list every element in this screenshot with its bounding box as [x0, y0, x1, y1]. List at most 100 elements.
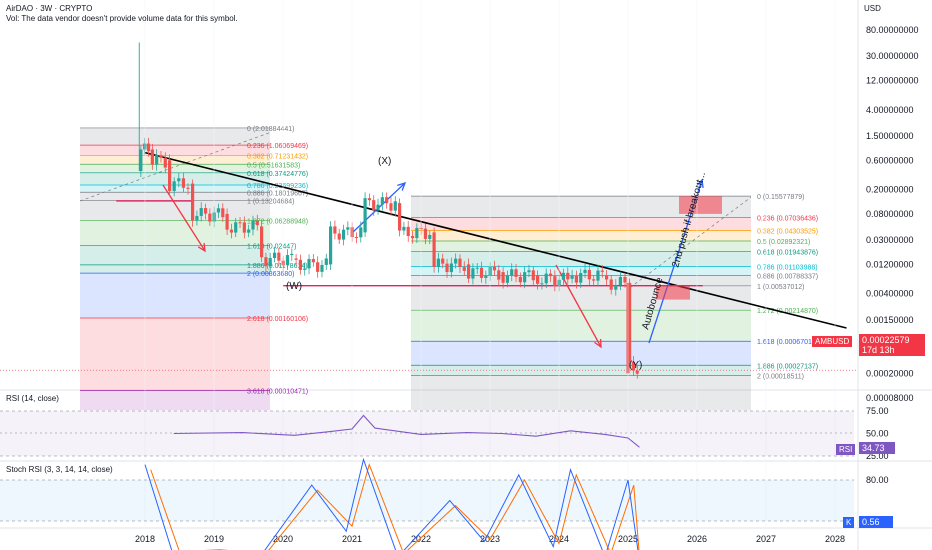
candle-body — [605, 275, 609, 280]
time-axis-label: 2028 — [825, 534, 845, 544]
fib-level-label: 1.886 (0.00027137) — [757, 363, 818, 370]
candle-body — [337, 233, 341, 240]
candle-body — [242, 222, 246, 233]
candle-body — [294, 258, 298, 260]
fib-level-label: 1 (0.13204684) — [247, 199, 294, 206]
stoch-badge-label: K — [843, 517, 855, 528]
fib-level-label: 0.236 (1.06069469) — [247, 143, 308, 150]
candle-body — [333, 226, 337, 234]
candle-body — [544, 273, 548, 284]
fib-zone — [80, 264, 270, 274]
fib-level-label: 1 (0.00537012) — [757, 284, 804, 291]
candle-body — [458, 258, 462, 268]
fib-level-label: 0.886 (0.18019667) — [247, 190, 308, 197]
arrow-down-2024-head — [594, 338, 602, 349]
fib-zone — [411, 365, 751, 376]
candle-body — [285, 255, 290, 266]
fib-level-label: 0.786 (0.01103988) — [757, 265, 818, 272]
price-axis-label: 0.08000000 — [866, 209, 914, 219]
candle-body — [628, 282, 632, 362]
candle-body — [514, 269, 518, 277]
last-price-badge[interactable]: 0.00022579 17d 13h — [859, 334, 925, 356]
fib-zone — [411, 217, 751, 231]
candle-body — [618, 277, 622, 285]
candle-body — [505, 275, 510, 283]
candle-body — [553, 276, 557, 287]
time-axis-label: 2019 — [204, 534, 224, 544]
fib-zone — [80, 164, 270, 173]
candle-body — [445, 263, 449, 273]
fib-level-label: 2.618 (0.00160106) — [247, 316, 308, 323]
candle-body — [441, 258, 445, 264]
candle-body — [467, 264, 471, 279]
candle-body — [531, 270, 535, 281]
candle-body — [311, 259, 315, 263]
candle-body — [221, 208, 225, 218]
candle-body — [324, 258, 328, 265]
candle-body — [186, 187, 190, 189]
candle-body — [346, 227, 350, 230]
candle-body — [229, 229, 234, 233]
fib-zone — [411, 230, 751, 241]
candle-body — [238, 222, 242, 224]
candle-body — [393, 201, 397, 211]
candle-body — [570, 275, 574, 279]
candle-body — [523, 272, 527, 283]
candle-body — [527, 270, 531, 273]
currency-label[interactable]: USD — [864, 4, 881, 13]
candle-body — [583, 269, 587, 273]
price-axis-label: 1.50000000 — [866, 131, 914, 141]
candle-body — [155, 155, 159, 165]
candle-body — [367, 198, 372, 201]
candle-body — [181, 178, 185, 188]
stoch-k-line — [144, 457, 639, 550]
fib-level-label: 1.618 (0.02447) — [247, 243, 296, 250]
candle-body — [385, 197, 389, 204]
arrow-up-projection-head — [695, 178, 704, 189]
candle-body — [548, 273, 553, 277]
candle-body — [159, 155, 163, 158]
candle-body — [389, 203, 393, 211]
price-axis-label: 0.00020000 — [866, 368, 914, 378]
target-box — [679, 196, 722, 214]
symbol-title[interactable]: AirDAO · 3W · CRYPTO — [6, 4, 93, 13]
candle-body — [177, 178, 181, 182]
candle-body — [341, 229, 346, 240]
fib-level-label: 2 (0.00863680) — [247, 271, 294, 278]
price-axis-label: 0.60000000 — [866, 155, 914, 165]
candle-body — [536, 275, 540, 284]
wave-x-label: (X) — [378, 156, 391, 167]
candle-body — [454, 258, 458, 264]
fib-zone — [80, 192, 270, 201]
wave-w-label: (W) — [286, 281, 302, 292]
candle-body — [436, 258, 441, 267]
candle-body — [518, 276, 522, 283]
fib-trend-connector — [629, 196, 752, 288]
candle-body — [574, 275, 579, 283]
candle-body — [501, 272, 505, 283]
rsi-title: RSI (14, close) — [6, 394, 59, 403]
fib-level-label: 0.5 (0.02892321) — [757, 239, 810, 246]
candle-body — [579, 272, 583, 283]
candle-body — [471, 268, 475, 279]
candle-body — [561, 272, 566, 280]
fib-zone — [411, 251, 751, 267]
candle-body — [268, 258, 272, 267]
descending-trendline — [144, 151, 847, 329]
fib-level-label: 1.886 (0.01178614) — [247, 263, 308, 270]
candle-body — [203, 208, 208, 214]
candle-body — [208, 213, 212, 222]
time-axis[interactable]: 2018 2019 2020 2021 2022 2023 2024 2025 2026 2027… — [135, 0, 845, 544]
fib-level-label: 1.272 (0.06288948) — [247, 218, 308, 225]
candle-body — [146, 143, 151, 152]
arrow-down-2018 — [162, 184, 206, 252]
candle-body — [225, 213, 229, 230]
fib-zone — [411, 341, 751, 366]
candle-body — [168, 160, 172, 191]
time-axis-label: 2022 — [411, 534, 431, 544]
candle-body — [272, 252, 277, 259]
candle-body — [191, 183, 195, 221]
rsi-axis: 75.00 50.00 25.00 — [866, 406, 889, 461]
arrow-down-2018-head — [197, 242, 206, 253]
candle-body — [320, 264, 324, 272]
